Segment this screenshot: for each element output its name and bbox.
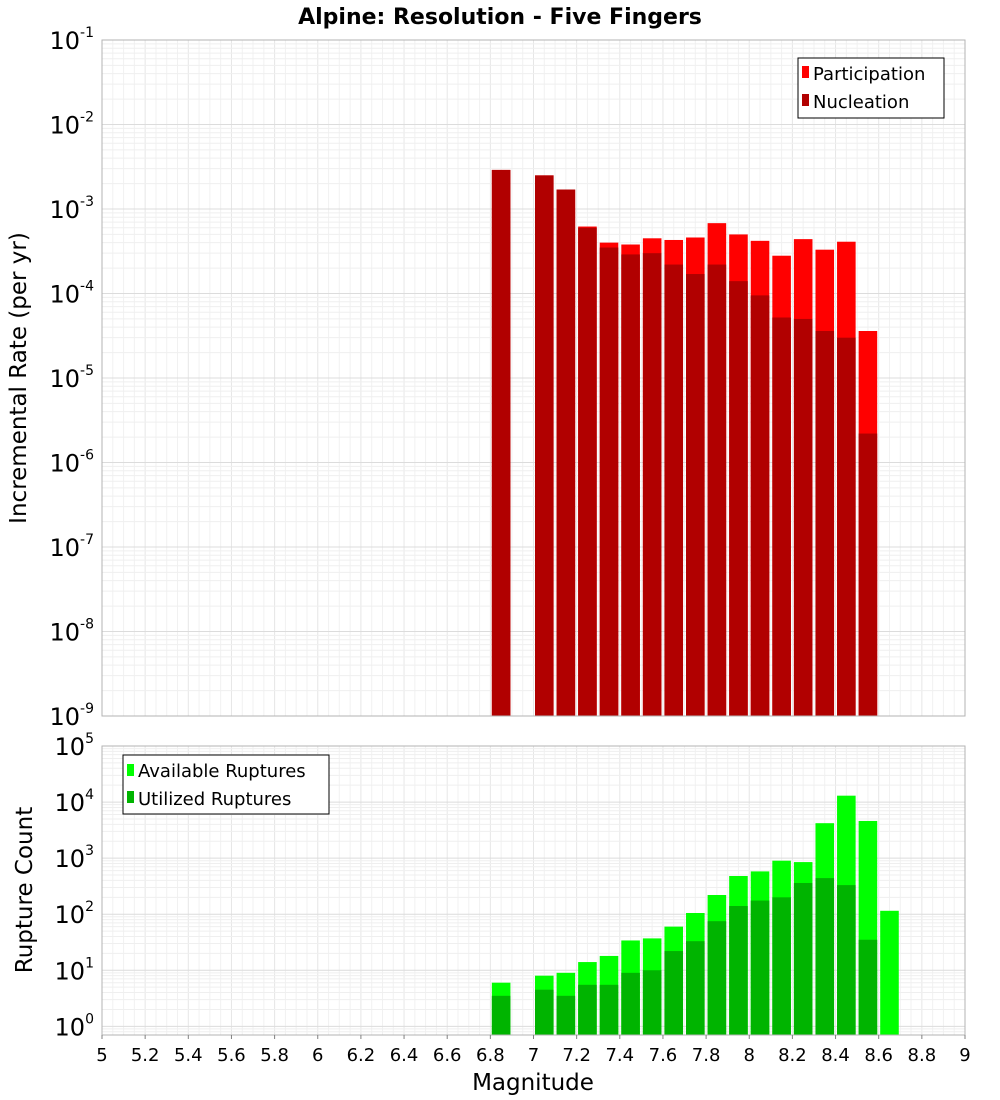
y-tick-label: 100: [55, 1011, 94, 1041]
x-tick-label: 8.8: [908, 1045, 937, 1066]
bar-nucleation: [707, 264, 727, 716]
y-tick-label: 104: [55, 787, 95, 817]
bar-utilized-ruptures: [621, 972, 640, 1035]
bar-utilized-ruptures: [729, 905, 748, 1035]
bar-nucleation: [578, 227, 597, 716]
bar-utilized-ruptures: [837, 885, 856, 1035]
rate-plot-legend: Participation Nucleation: [797, 57, 945, 119]
count-plot: 100 101 102 103 104 105 5 5.2 5.4 5.6 5.8 6 6.2 6.4 6…: [12, 731, 971, 1096]
count-plot-x-ticks: 5 5.2 5.4 5.6 5.8 6 6.2 6.4 6.6 6.8 7 7.2 7.4 7.6 7.8 8…: [96, 1035, 971, 1066]
x-tick-label: 5.4: [174, 1045, 203, 1066]
bar-utilized-ruptures: [815, 878, 835, 1035]
rate-plot-bars: [491, 169, 878, 717]
count-plot-x-label: Magnitude: [472, 1070, 594, 1096]
legend-swatch-participation: [802, 66, 809, 78]
x-tick-label: 8: [744, 1045, 755, 1066]
x-tick-label: 8.6: [864, 1045, 893, 1066]
rate-plot-grid: [101, 39, 966, 717]
bar-nucleation: [535, 175, 554, 716]
legend-label-available: Available Ruptures: [138, 761, 306, 782]
bar-nucleation: [772, 317, 791, 716]
y-tick-label: 10-7: [49, 532, 94, 562]
bar-available-ruptures: [880, 910, 899, 1035]
y-tick-label: 10-9: [49, 701, 94, 731]
bar-utilized-ruptures: [556, 995, 576, 1035]
bar-nucleation: [599, 247, 619, 716]
bar-nucleation: [858, 433, 878, 716]
rate-plot-y-label: Incremental Rate (per yr): [6, 232, 32, 524]
bar-utilized-ruptures: [491, 995, 511, 1035]
x-tick-label: 7: [528, 1045, 539, 1066]
legend-swatch-available: [127, 764, 134, 776]
rate-plot-legend-box: [797, 57, 945, 119]
x-tick-label: 6: [312, 1045, 323, 1066]
bar-utilized-ruptures: [664, 951, 684, 1035]
rate-plot-frame: [101, 39, 966, 717]
bar-nucleation: [729, 281, 748, 716]
count-plot-legend-box: [122, 754, 330, 815]
rate-plot: 10-9 10-8 10-7 10-6 10-5 10-4 10-3 10-2 10-1 Inc…: [6, 25, 966, 731]
bar-nucleation: [793, 318, 813, 716]
x-tick-label: 7.6: [649, 1045, 678, 1066]
y-tick-label: 105: [55, 731, 94, 761]
y-tick-label: 10-5: [49, 363, 94, 393]
x-tick-label: 6.8: [476, 1045, 505, 1066]
legend-swatch-utilized: [127, 791, 134, 803]
bar-utilized-ruptures: [772, 897, 791, 1035]
bar-utilized-ruptures: [858, 939, 878, 1035]
x-tick-label: 6.2: [347, 1045, 376, 1066]
y-tick-label: 101: [55, 955, 94, 985]
x-tick-label: 7.4: [605, 1045, 634, 1066]
y-tick-label: 10-1: [49, 25, 94, 55]
bar-utilized-ruptures: [707, 921, 727, 1035]
chart-title: Alpine: Resolution - Five Fingers: [298, 5, 702, 30]
legend-swatch-nucleation: [802, 94, 809, 106]
x-tick-label: 6.6: [433, 1045, 462, 1066]
bar-nucleation: [491, 169, 511, 716]
bar-nucleation: [664, 264, 684, 716]
y-tick-label: 10-4: [49, 279, 94, 309]
bar-utilized-ruptures: [535, 989, 554, 1035]
bar-utilized-ruptures: [750, 900, 770, 1035]
bar-nucleation: [686, 274, 705, 716]
x-tick-label: 8.4: [821, 1045, 850, 1066]
y-tick-label: 10-2: [49, 110, 94, 140]
count-plot-y-label: Rupture Count: [12, 807, 38, 973]
y-tick-label: 10-3: [49, 194, 94, 224]
bar-nucleation: [556, 189, 576, 716]
x-tick-label: 5.2: [131, 1045, 160, 1066]
x-tick-label: 5.8: [260, 1045, 289, 1066]
bar-nucleation: [837, 337, 856, 716]
bar-utilized-ruptures: [793, 883, 813, 1035]
bar-nucleation: [815, 330, 835, 716]
x-tick-label: 7.2: [562, 1045, 591, 1066]
bar-nucleation: [750, 295, 770, 716]
bar-utilized-ruptures: [686, 941, 705, 1035]
y-tick-label: 103: [55, 843, 94, 873]
bar-nucleation: [621, 254, 640, 716]
y-tick-label: 102: [55, 899, 94, 929]
x-tick-label: 5: [96, 1045, 107, 1066]
x-tick-label: 6.4: [390, 1045, 419, 1066]
count-plot-legend: Available Ruptures Utilized Ruptures: [122, 754, 330, 815]
bar-utilized-ruptures: [578, 984, 597, 1035]
legend-label-utilized: Utilized Ruptures: [138, 789, 291, 810]
x-tick-label: 7.8: [692, 1045, 721, 1066]
count-plot-grid: [101, 745, 966, 1036]
bar-utilized-ruptures: [599, 984, 619, 1035]
legend-label-participation: Participation: [813, 64, 925, 85]
x-tick-label: 8.2: [778, 1045, 807, 1066]
bar-utilized-ruptures: [642, 970, 662, 1035]
count-plot-bars: [491, 795, 899, 1035]
y-tick-label: 10-8: [49, 617, 94, 647]
bar-nucleation: [642, 253, 662, 716]
x-tick-label: 9: [959, 1045, 970, 1066]
x-tick-label: 5.6: [217, 1045, 246, 1066]
y-tick-label: 10-6: [49, 448, 94, 478]
count-plot-y-ticks: 100 101 102 103 104 105: [55, 731, 95, 1041]
legend-label-nucleation: Nucleation: [813, 92, 909, 113]
rate-plot-y-ticks: 10-9 10-8 10-7 10-6 10-5 10-4 10-3 10-2 10-1: [49, 25, 94, 731]
